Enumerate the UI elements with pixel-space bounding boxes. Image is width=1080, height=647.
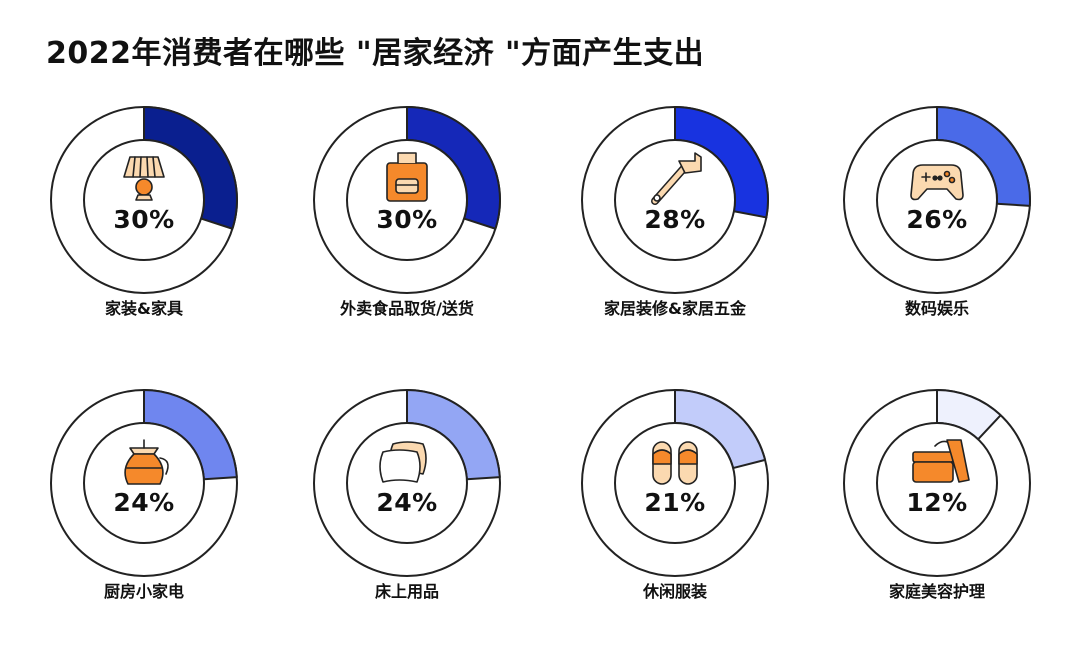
donut-hole <box>876 422 998 544</box>
percentage-label: 30% <box>376 205 438 234</box>
takeout-bag-icon <box>386 152 428 202</box>
donut-ring <box>50 106 238 294</box>
donut-hole <box>614 422 736 544</box>
category-label: 休闲服装 <box>642 582 707 601</box>
donut-ring <box>581 106 769 294</box>
percentage-label: 12% <box>906 488 968 517</box>
percentage-label: 28% <box>644 205 706 234</box>
donut-ring <box>843 106 1031 294</box>
category-label: 数码娱乐 <box>904 299 969 318</box>
donut-chart-item: 26% 数码娱乐 <box>837 105 1037 345</box>
donut-ring <box>313 389 501 577</box>
donut-hole <box>346 422 468 544</box>
category-label: 厨房小家电 <box>103 582 184 601</box>
category-label: 外卖食品取货/送货 <box>340 299 474 318</box>
category-label: 床上用品 <box>374 582 439 601</box>
donut-hole <box>876 139 998 261</box>
donut-chart-item: 24% 床上用品 <box>307 388 507 628</box>
chart-title: 2022年消费者在哪些 "居家经济 "方面产生支出 <box>46 36 705 71</box>
donut-chart-item: 30% 家装&家具 <box>44 105 244 345</box>
donut-chart-item: 12% 家庭美容护理 <box>837 388 1037 628</box>
gamepad-icon <box>910 164 964 201</box>
pillow-icon <box>379 441 427 483</box>
category-label: 家装&家具 <box>105 299 183 318</box>
donut-chart-item: 21% 休闲服装 <box>575 388 775 628</box>
percentage-label: 30% <box>113 205 175 234</box>
donut-chart-item: 30% 外卖食品取货/送货 <box>307 105 507 345</box>
cream-jar-icon <box>912 439 970 483</box>
percentage-label: 24% <box>113 488 175 517</box>
donut-ring <box>313 106 501 294</box>
donut-hole <box>614 139 736 261</box>
donut-ring <box>843 389 1031 577</box>
donut-ring <box>581 389 769 577</box>
percentage-label: 26% <box>906 205 968 234</box>
donut-chart-item: 28% 家居装修&家居五金 <box>575 105 775 345</box>
lamp-icon <box>123 156 165 201</box>
slippers-icon <box>652 441 698 485</box>
percentage-label: 24% <box>376 488 438 517</box>
wrench-icon <box>651 152 702 205</box>
donut-ring <box>50 389 238 577</box>
coffee-pot-icon <box>124 439 169 485</box>
category-label: 家庭美容护理 <box>888 582 985 601</box>
category-label: 家居装修&家居五金 <box>604 299 746 318</box>
donut-chart-item: 24% 厨房小家电 <box>44 388 244 628</box>
percentage-label: 21% <box>644 488 706 517</box>
